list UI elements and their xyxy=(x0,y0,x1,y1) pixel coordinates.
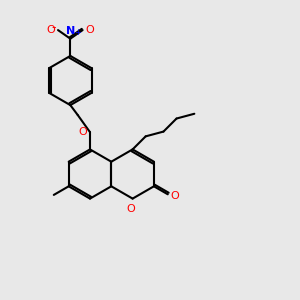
Text: O: O xyxy=(127,204,136,214)
Text: N: N xyxy=(66,26,75,36)
Text: O: O xyxy=(47,25,56,35)
Text: O: O xyxy=(85,25,94,35)
Text: O: O xyxy=(170,191,179,201)
Text: O: O xyxy=(79,127,88,137)
Text: -: - xyxy=(51,21,56,34)
Text: +: + xyxy=(74,28,81,37)
